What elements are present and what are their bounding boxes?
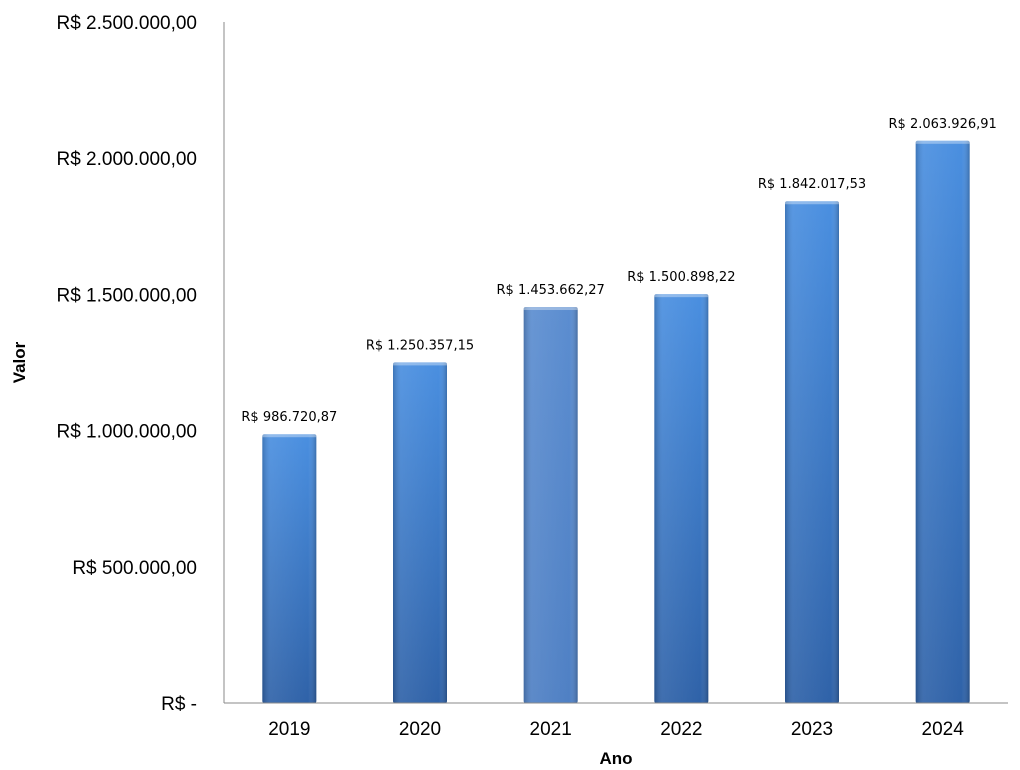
x-tick-label: 2023 [791,719,833,740]
x-tick-label: 2022 [660,719,702,740]
x-tick-label: 2019 [268,719,310,740]
data-label-2021: R$ 1.453.662,27 [497,283,605,298]
data-label-2019: R$ 986.720,87 [241,410,337,425]
bar-shading [523,307,578,703]
data-label-2020: R$ 1.250.357,15 [366,338,474,353]
bar-shading [654,294,709,703]
bar-top-highlight [654,294,709,298]
data-label-2023: R$ 1.842.017,53 [758,177,866,192]
bars-layer [262,140,970,703]
y-axis-title: Valor [10,341,29,383]
y-axis-ticks: R$ - R$ 500.000,00 R$ 1.000.000,00 R$ 1.500… [56,13,197,715]
bar-top-highlight [523,307,578,311]
x-axis-title: Ano [599,749,632,768]
bar-shading [393,362,447,703]
x-tick-label: 2021 [530,719,572,740]
bar-top-highlight [393,362,447,366]
y-tick-label: R$ 500.000,00 [72,558,197,579]
x-tick-label: 2024 [922,719,965,740]
y-tick-label: R$ 2.500.000,00 [56,13,197,34]
y-tick-label: R$ - [161,694,197,715]
bar-shading [915,140,970,703]
y-tick-label: R$ 1.500.000,00 [56,285,197,306]
bar-shading [262,434,317,703]
bar-top-highlight [915,140,970,144]
data-label-2024: R$ 2.063.926,91 [889,117,997,132]
data-label-2022: R$ 1.500.898,22 [627,270,735,285]
bar-shading [785,201,839,703]
y-tick-label: R$ 2.000.000,00 [56,149,197,170]
y-tick-label: R$ 1.000.000,00 [56,422,197,443]
data-labels-layer: R$ 986.720,87 R$ 1.250.357,15 R$ 1.453.662… [241,117,996,425]
bar-top-highlight [262,434,317,438]
x-tick-label: 2020 [399,719,441,740]
bar-top-highlight [785,201,839,205]
x-axis-ticks: 2019 2020 2021 2022 2023 2024 [268,719,964,740]
